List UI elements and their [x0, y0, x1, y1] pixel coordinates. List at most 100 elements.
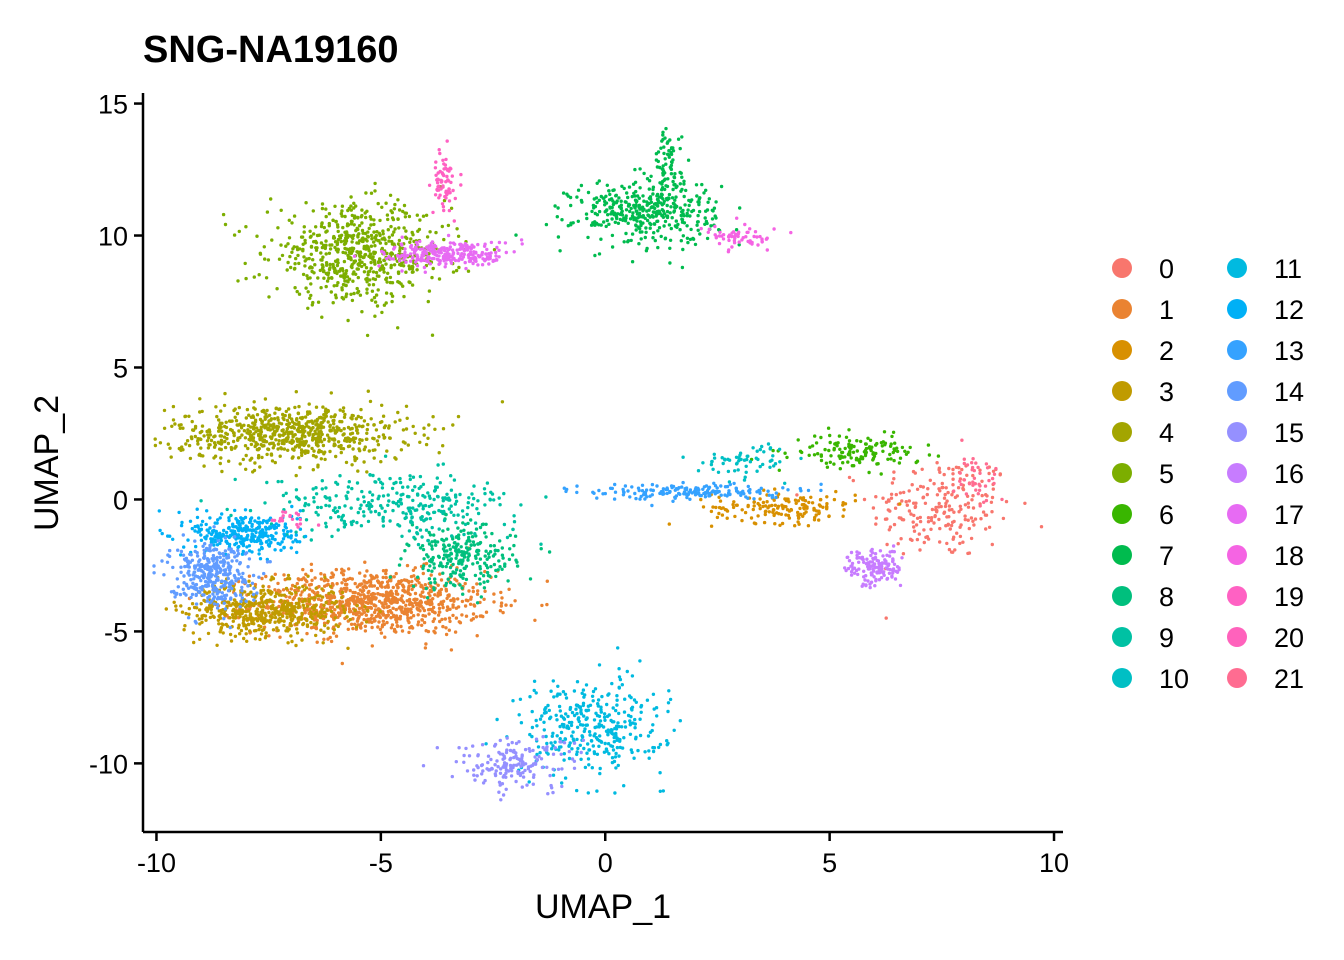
point [286, 242, 290, 246]
point [318, 611, 323, 615]
point [454, 549, 459, 554]
point [320, 608, 324, 612]
point [625, 669, 629, 674]
point [715, 515, 720, 520]
point [311, 468, 315, 472]
point [471, 585, 475, 590]
point [376, 625, 380, 629]
point [399, 624, 403, 629]
point [333, 245, 337, 250]
point [397, 606, 401, 610]
point [569, 723, 574, 728]
point [576, 188, 581, 192]
point [466, 269, 471, 273]
point [294, 610, 298, 614]
point [319, 457, 323, 461]
point [252, 406, 256, 410]
point [444, 564, 448, 569]
point [966, 501, 970, 505]
point [590, 694, 595, 698]
point [672, 175, 677, 180]
point [343, 251, 348, 255]
point [401, 511, 405, 515]
point [296, 496, 300, 501]
point [378, 627, 383, 632]
point [1001, 516, 1006, 521]
point [374, 270, 379, 275]
point [630, 214, 635, 218]
point [293, 605, 297, 609]
point [599, 739, 603, 744]
point [332, 438, 336, 442]
point [351, 519, 355, 523]
point [164, 607, 168, 611]
point [304, 422, 308, 426]
point [772, 513, 776, 518]
point [545, 579, 549, 583]
point [890, 434, 894, 439]
point [278, 589, 282, 593]
point [360, 621, 364, 625]
point [279, 548, 283, 552]
point [413, 485, 417, 489]
point [217, 429, 221, 433]
point [451, 545, 455, 549]
point [182, 628, 186, 632]
point [372, 230, 376, 234]
point [383, 454, 388, 458]
point [409, 616, 413, 620]
point [424, 629, 428, 633]
point [650, 213, 654, 218]
point [492, 498, 496, 502]
point [206, 446, 211, 450]
point [306, 450, 310, 455]
point [299, 615, 304, 619]
point [670, 216, 674, 220]
point [377, 581, 382, 585]
point [262, 444, 266, 448]
point [814, 509, 819, 513]
point [717, 511, 721, 516]
point [376, 607, 381, 611]
point [273, 548, 277, 552]
point [420, 515, 424, 519]
point [310, 528, 314, 532]
point [532, 688, 536, 693]
point [265, 557, 269, 562]
point [346, 436, 350, 440]
point [244, 467, 248, 471]
point [694, 183, 699, 187]
point [866, 436, 870, 440]
point [244, 627, 249, 631]
point [300, 416, 304, 421]
point [464, 577, 469, 582]
point [454, 568, 459, 572]
point [367, 620, 371, 624]
point [658, 165, 662, 170]
point [298, 430, 302, 434]
point [913, 505, 917, 510]
point [427, 504, 431, 509]
point [372, 295, 377, 300]
point [238, 614, 242, 619]
point [783, 451, 787, 455]
point [348, 588, 352, 593]
point [386, 609, 391, 614]
point [244, 632, 248, 636]
point [358, 588, 362, 592]
point [178, 426, 182, 430]
point [216, 536, 220, 540]
point [326, 619, 330, 624]
point [410, 579, 414, 584]
point [356, 497, 360, 501]
point [451, 613, 455, 618]
point [319, 224, 324, 229]
point [626, 195, 630, 200]
point [314, 510, 318, 515]
point [225, 507, 229, 512]
point [630, 750, 634, 755]
point [231, 609, 235, 613]
point [394, 502, 399, 506]
point [398, 581, 402, 586]
point [651, 692, 656, 696]
